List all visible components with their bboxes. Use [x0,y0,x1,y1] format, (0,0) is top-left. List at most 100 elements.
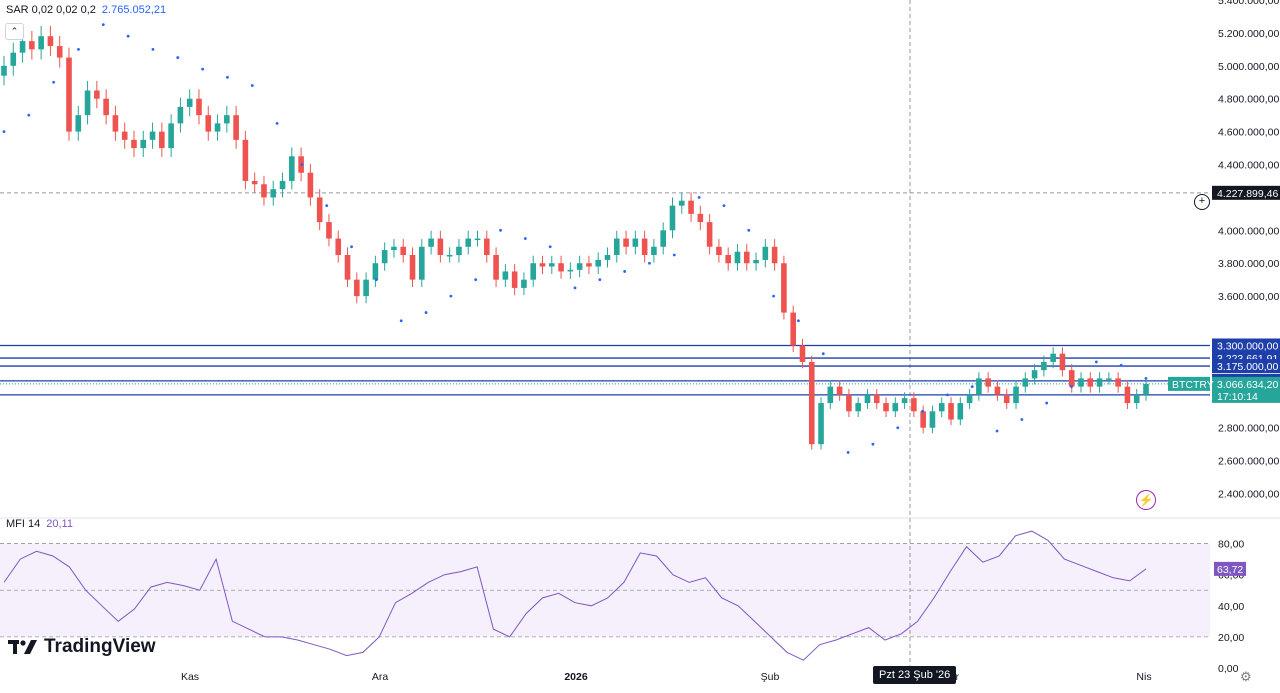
candle-body[interactable] [1068,370,1075,387]
candle-body[interactable] [446,255,453,257]
candle-body[interactable] [1022,378,1029,387]
candle-body[interactable] [419,246,425,280]
candle-body[interactable] [790,312,796,346]
candle-body[interactable] [483,238,490,255]
candle-body[interactable] [75,115,82,132]
candle-body[interactable] [966,394,973,404]
candle-body[interactable] [205,115,212,132]
candle-body[interactable] [428,238,434,247]
candle-body[interactable] [326,222,332,239]
candle-body[interactable] [855,403,861,412]
candle-body[interactable] [94,90,100,99]
candle-body[interactable] [47,36,54,47]
candle-body[interactable] [873,394,880,404]
candle-body[interactable] [29,41,35,50]
candle-body[interactable] [920,411,926,428]
candle-body[interactable] [725,255,731,264]
candle-body[interactable] [437,238,444,255]
candle-body[interactable] [474,238,481,241]
candle-body[interactable] [391,246,397,251]
candle-body[interactable] [1041,361,1047,371]
candle-body[interactable] [938,403,945,412]
candle-body[interactable] [948,403,954,420]
candle-body[interactable] [641,238,648,255]
sar-indicator-legend[interactable]: SAR 0,02 0,02 0,2 2.765.052,21 [6,4,166,16]
candle-body[interactable] [901,398,908,404]
candle-body[interactable] [316,197,323,223]
candle-body[interactable] [521,279,527,288]
candle-body[interactable] [539,263,546,267]
candle-body[interactable] [168,123,174,149]
candle-body[interactable] [762,246,769,260]
candle-body[interactable] [149,131,156,140]
candle-body[interactable] [911,398,917,412]
candle-body[interactable] [669,205,676,231]
candle-body[interactable] [131,139,137,149]
candle-body[interactable] [177,106,184,124]
candle-body[interactable] [530,263,537,280]
candle-body[interactable] [595,259,602,267]
candle-body[interactable] [159,131,165,149]
candle-body[interactable] [799,345,806,362]
candle-body[interactable] [548,263,555,267]
candle-body[interactable] [511,271,518,288]
candle-body[interactable] [623,238,629,247]
candle-body[interactable] [957,403,964,420]
candle-body[interactable] [1143,383,1149,395]
candle-body[interactable] [1115,378,1121,387]
candle-body[interactable] [827,386,834,404]
candle-body[interactable] [1013,386,1019,404]
candle-body[interactable] [818,403,824,445]
candle-body[interactable] [289,156,295,181]
candle-body[interactable] [1078,378,1084,387]
candle-body[interactable] [251,180,258,185]
candle-body[interactable] [502,271,509,280]
candle-body[interactable] [613,238,620,255]
candle-body[interactable] [1031,370,1038,379]
candle-body[interactable] [372,263,379,280]
candle-body[interactable] [976,378,982,395]
candle-body[interactable] [196,98,202,116]
candle-body[interactable] [409,255,416,280]
candle-body[interactable] [224,115,230,124]
candle-body[interactable] [1106,378,1112,380]
candle-body[interactable] [781,263,787,313]
candle-body[interactable] [1,65,7,76]
candle-body[interactable] [279,180,286,190]
gear-icon[interactable]: ⚙ [1240,669,1252,684]
candle-body[interactable] [344,255,351,280]
candle-body[interactable] [186,98,193,107]
candle-body[interactable] [771,246,778,264]
candle-body[interactable] [214,123,221,132]
candle-body[interactable] [836,386,843,395]
candle-body[interactable] [233,115,239,140]
candle-body[interactable] [706,222,713,247]
candle-body[interactable] [19,41,26,53]
candle-body[interactable] [1133,394,1140,404]
candle-body[interactable] [1059,353,1066,371]
add-alert-icon[interactable]: + [1194,194,1210,210]
candle-body[interactable] [103,98,109,116]
candle-body[interactable] [1050,353,1056,362]
candle-body[interactable] [112,115,119,132]
candle-body[interactable] [716,246,722,255]
candle-body[interactable] [493,255,499,280]
candle-body[interactable] [242,139,249,181]
candle-body[interactable] [883,403,889,412]
candle-body[interactable] [864,394,871,404]
candle-body[interactable] [632,238,639,247]
candle-body[interactable] [567,269,574,272]
candle-body[interactable] [38,36,44,50]
candle-body[interactable] [10,52,17,66]
candle-body[interactable] [1003,394,1010,404]
candle-body[interactable] [586,263,592,267]
candle-body[interactable] [261,184,267,198]
candle-body[interactable] [140,139,147,149]
candle-body[interactable] [558,263,564,272]
candle-body[interactable] [354,279,360,297]
candle-body[interactable] [84,90,91,116]
candle-body[interactable] [994,386,1001,395]
candle-body[interactable] [660,230,667,247]
candle-body[interactable] [456,246,462,255]
candle-body[interactable] [307,172,314,198]
